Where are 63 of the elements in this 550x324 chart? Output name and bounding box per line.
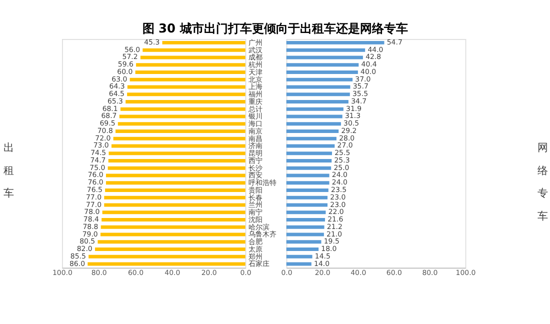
bar	[286, 181, 330, 185]
bar	[140, 56, 246, 60]
bar	[286, 100, 348, 104]
bar	[286, 232, 324, 236]
bar	[104, 203, 246, 207]
bar	[98, 240, 246, 244]
bar	[108, 152, 246, 156]
bar	[286, 70, 358, 74]
bar	[119, 114, 246, 118]
bar	[108, 166, 246, 170]
bar	[286, 196, 328, 200]
bar	[142, 48, 246, 52]
bar	[108, 158, 246, 162]
bar	[100, 225, 246, 229]
bar	[286, 254, 312, 258]
y-axis-title: 出租车	[3, 142, 14, 200]
bar	[94, 248, 246, 252]
bar	[286, 166, 332, 170]
bar	[286, 248, 319, 252]
bar	[104, 196, 246, 200]
bar	[106, 181, 246, 185]
bar	[135, 70, 246, 74]
bar	[286, 144, 335, 148]
bar	[102, 218, 246, 222]
bar	[286, 240, 322, 244]
bar	[286, 203, 328, 207]
bar	[286, 218, 326, 222]
bar	[286, 40, 384, 44]
bar	[120, 107, 246, 111]
bar	[286, 85, 350, 89]
bar	[286, 78, 353, 82]
bar	[286, 152, 332, 156]
bar	[127, 92, 246, 96]
bar	[286, 262, 312, 266]
bar	[111, 144, 246, 148]
bar	[286, 122, 341, 126]
bar	[127, 85, 246, 89]
bar	[102, 210, 246, 214]
bar	[286, 56, 363, 60]
bar	[286, 107, 344, 111]
bar	[88, 254, 246, 258]
bar	[286, 92, 350, 96]
bar	[113, 136, 246, 140]
bar	[286, 158, 332, 162]
bar	[286, 129, 339, 133]
bar	[136, 63, 246, 67]
bar	[116, 129, 246, 133]
bar	[286, 114, 342, 118]
bar	[286, 136, 336, 140]
bar	[286, 48, 366, 52]
bar	[118, 122, 246, 126]
bar	[100, 232, 246, 236]
bar	[88, 262, 246, 266]
text: 图 30 城市出门打车更倾向于出租车还是网络专车	[142, 21, 408, 36]
bar	[286, 210, 326, 214]
bar	[286, 225, 324, 229]
bar	[105, 188, 246, 192]
bar	[130, 78, 246, 82]
bar	[286, 188, 328, 192]
bar	[162, 40, 246, 44]
bar	[286, 63, 359, 67]
bar	[126, 100, 246, 104]
y-axis-title: 网络专车	[538, 142, 548, 222]
